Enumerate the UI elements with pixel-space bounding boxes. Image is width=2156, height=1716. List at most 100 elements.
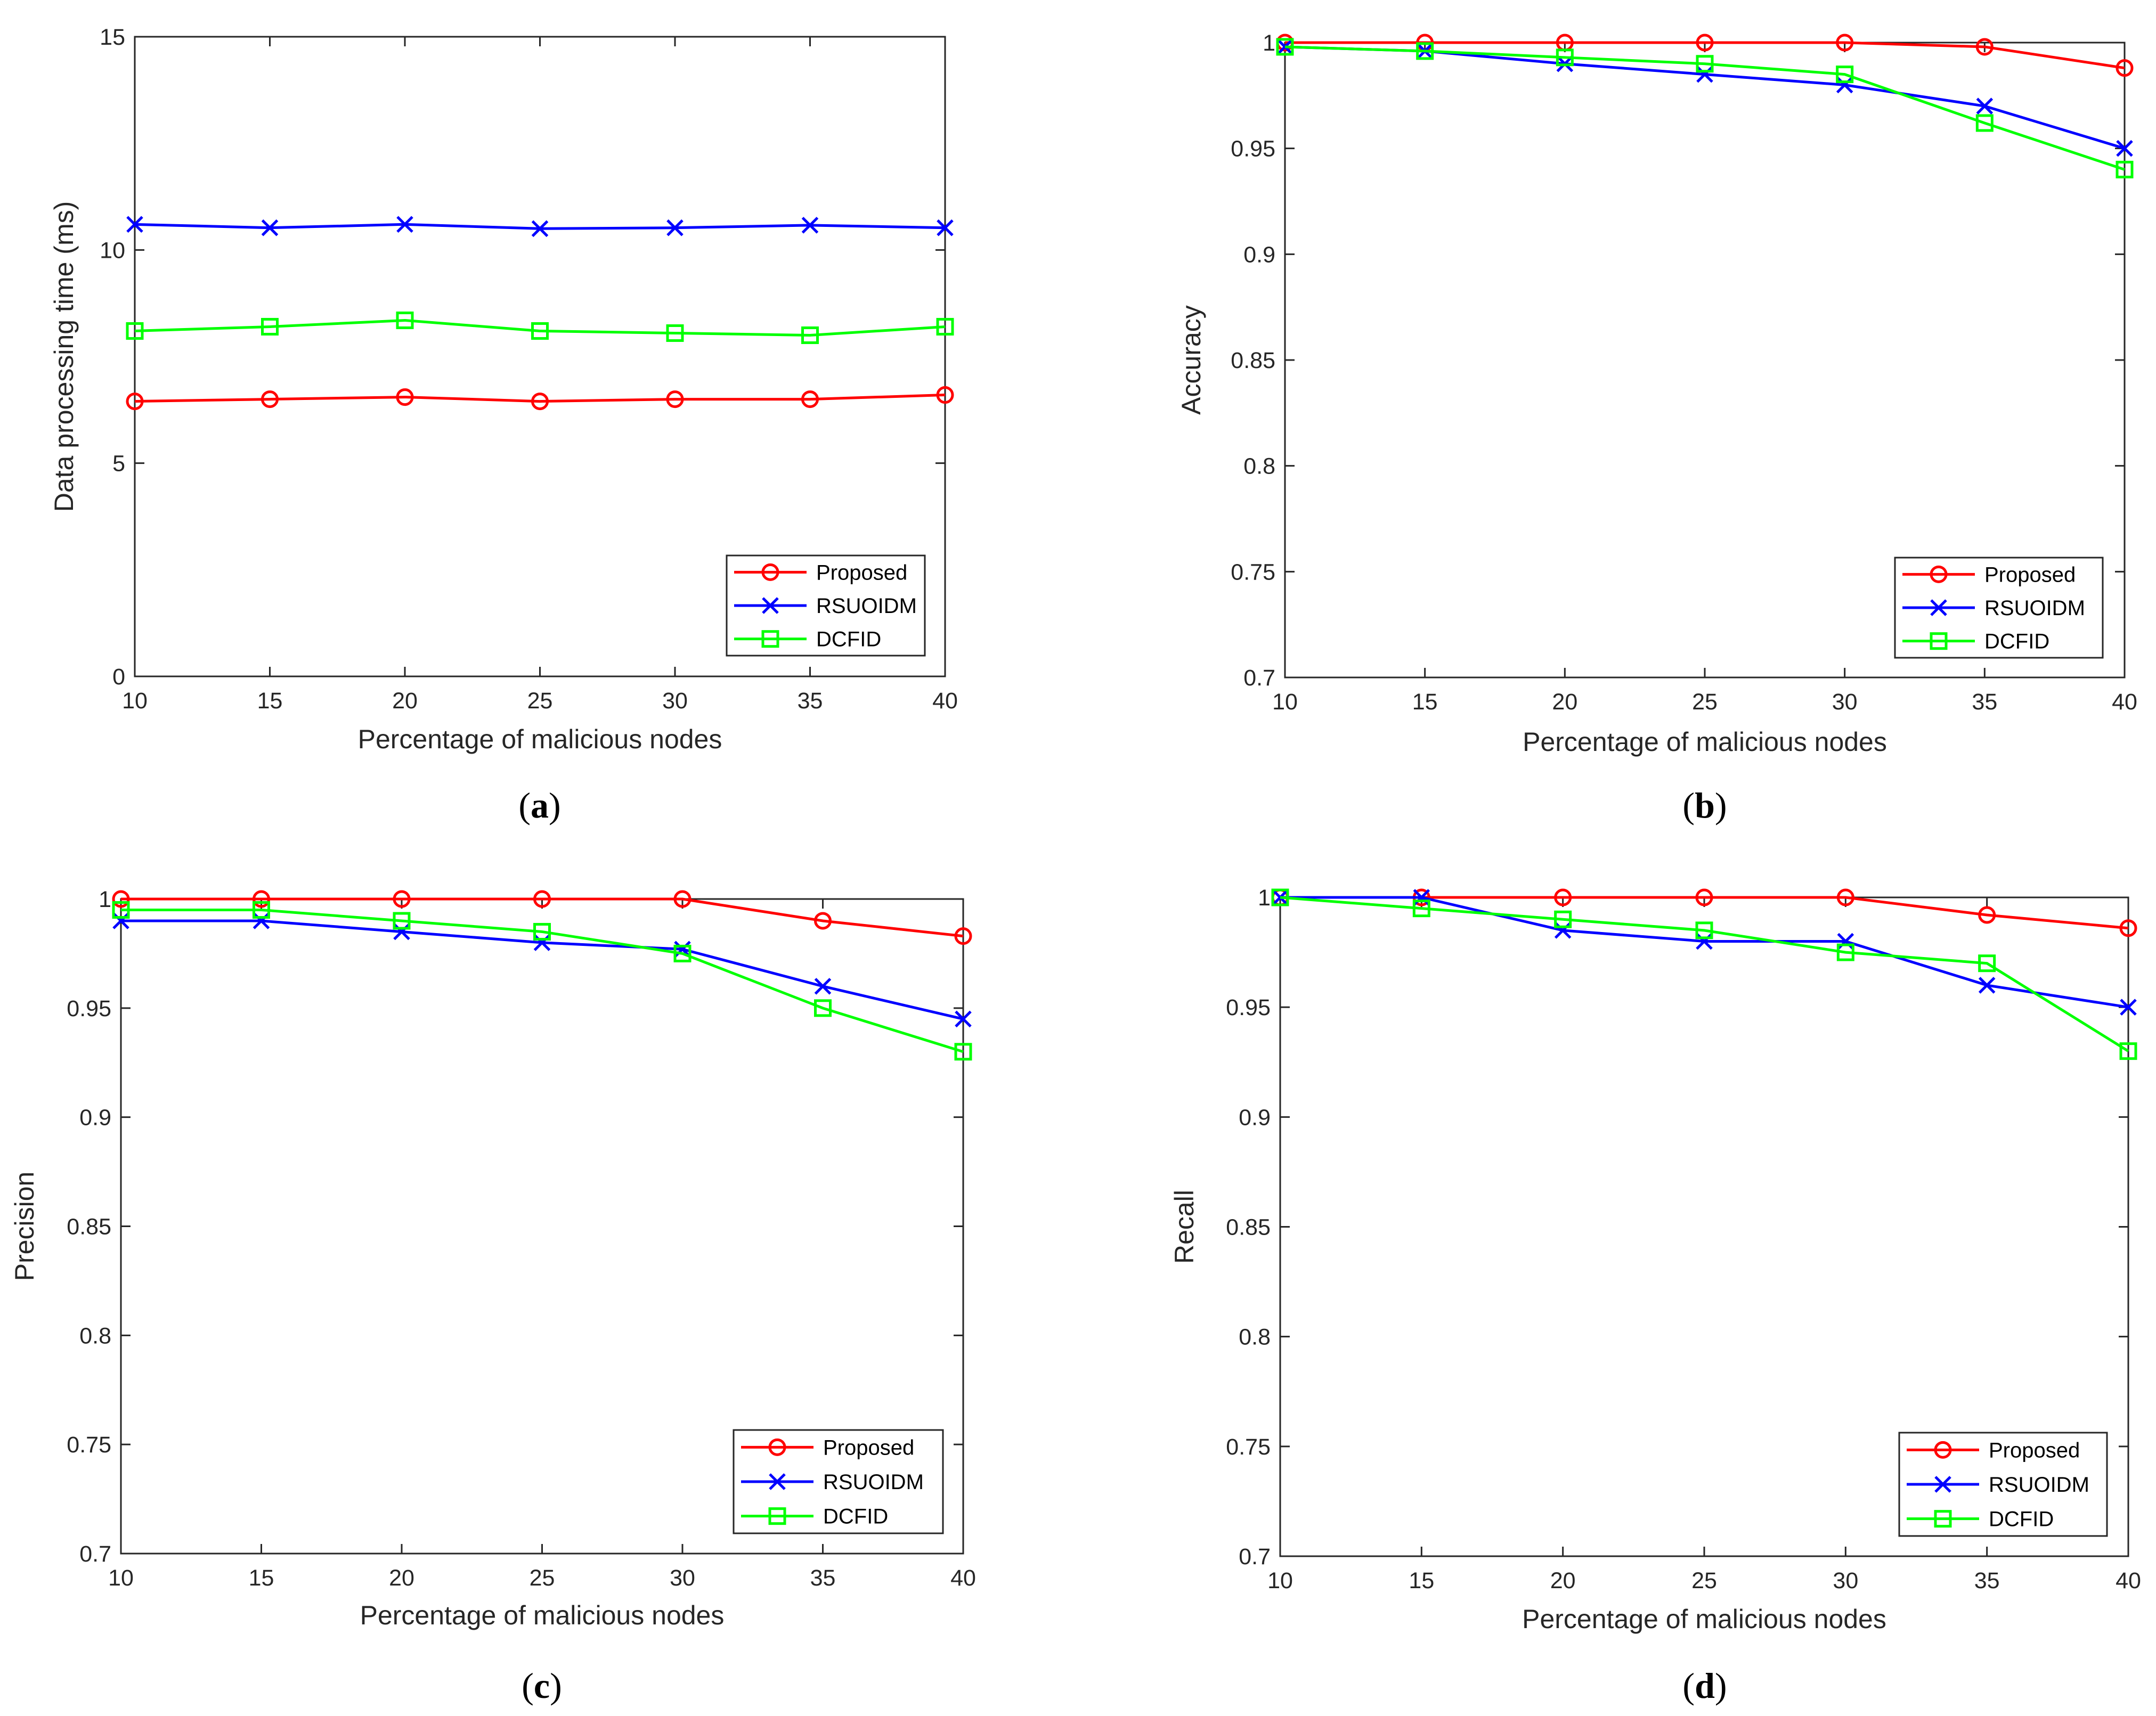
panel-c-dcfid-point [253, 901, 270, 919]
panel-d-x-tick-label: 15 [1409, 1568, 1434, 1594]
panel-b-rsuoidm-point [1976, 97, 1994, 115]
panel-a-rsuoidm-point [396, 216, 413, 233]
panel-c-y-tick-label: 0.8 [79, 1323, 111, 1349]
panel-b-dcfid-point [1975, 114, 1994, 132]
panel-c-dcfid-point [954, 1043, 972, 1061]
panel-d-x-tick-label: 40 [2116, 1568, 2141, 1594]
panel-d-x-tick-label: 20 [1550, 1568, 1576, 1594]
panel-a-x-tick-label: 25 [527, 688, 553, 714]
panel-b-rsuoidm-point [1836, 76, 1853, 94]
panel-c-legend-label-rsuoidm: RSUOIDM [823, 1470, 924, 1494]
panel-a-legend: Proposed RSUOIDM DCFID [726, 554, 926, 657]
panel-a-series-proposed [126, 386, 954, 411]
panel-c-series-dcfid [112, 901, 972, 1061]
panel-b-rsuoidm-point [2116, 140, 2133, 157]
panel-a-rsuoidm-point [531, 220, 549, 238]
panel-a-dcfid-point [126, 322, 144, 340]
panel-b-x-tick-label: 25 [1692, 689, 1718, 715]
panel-b-y-tick-label: 0.85 [1231, 348, 1275, 373]
panel-d-y-tick-label: 0.7 [1239, 1544, 1271, 1570]
panel-a-proposed-point [801, 390, 819, 408]
panel-b-legend-marker-dcfid [1930, 632, 1948, 650]
panel-b-x-tick-label: 30 [1832, 689, 1858, 715]
panel-b-legend-label-proposed: Proposed [1984, 563, 2076, 586]
panel-c-y-tick-label: 0.7 [79, 1541, 111, 1567]
panel-d-legend-marker-rsuoidm [1934, 1476, 1951, 1493]
panel-d-y-tick-label: 0.95 [1226, 995, 1271, 1020]
panel-d-rsuoidm-point [1413, 889, 1430, 906]
panel-d-x-tick-label: 25 [1691, 1568, 1717, 1594]
panel-a-x-axis-label: Percentage of malicious nodes [358, 724, 722, 754]
panel-c-proposed-point [253, 890, 270, 908]
panel-a-legend-marker-proposed [761, 563, 779, 581]
panel-b-x-tick-label: 15 [1412, 689, 1438, 715]
panel-d-rsuoidm-point [1978, 977, 1996, 994]
panel-c-y-tick-label: 0.85 [67, 1214, 111, 1240]
panel-b-caption: (b) [1682, 785, 1727, 826]
panel-a-rsuoidm-point [126, 216, 143, 233]
panel-a-y-axis-label: Data processing time (ms) [49, 201, 79, 512]
panel-d-series-rsuoidm [1272, 889, 2137, 1016]
panel-b-x-axis-label: Percentage of malicious nodes [1523, 727, 1887, 757]
panel-a-legend-label-proposed: Proposed [816, 561, 907, 584]
panel-c-rsuoidm-point [112, 912, 129, 929]
panel-c-legend-marker-dcfid [768, 1507, 786, 1525]
panel-b-dcfid-line [1284, 45, 2125, 171]
panel-b-proposed-point [1696, 34, 1714, 52]
panel-b-y-tick-label: 0.75 [1231, 559, 1275, 585]
panel-c-proposed-point [533, 890, 551, 908]
panel-a-dcfid-point [936, 317, 954, 336]
panel-d-proposed-point [1978, 906, 1996, 924]
panel-a-dcfid-line [134, 318, 946, 337]
panel-a-y-tick-label: 15 [100, 24, 125, 50]
panel-d-rsuoidm-point [1554, 922, 1572, 939]
panel-d-y-tick-label: 1 [1258, 885, 1271, 911]
panel-a-proposed-point [396, 388, 414, 406]
panel-a-legend-marker-dcfid [761, 630, 779, 648]
panel-d-caption: (d) [1682, 1665, 1727, 1706]
panel-b-y-axis-label: Accuracy [1176, 305, 1206, 415]
panel-a-legend-marker-rsuoidm [762, 597, 779, 614]
panel-c-proposed-point [954, 927, 972, 945]
panel-a-rsuoidm-point [666, 219, 684, 236]
panel-a-legend-label-dcfid: DCFID [816, 628, 881, 651]
panel-d-x-axis-label: Percentage of malicious nodes [1522, 1604, 1886, 1634]
panel-d-y-tick-label: 0.9 [1239, 1105, 1271, 1130]
panel-b-y-tick-label: 0.8 [1243, 454, 1275, 479]
panel-b-series-dcfid [1276, 38, 2134, 178]
panel-a-series-dcfid [126, 311, 954, 344]
panel-c-dcfid-point [533, 922, 551, 941]
panel-a-x-tick-label: 15 [257, 688, 283, 714]
panel-d-y-tick-label: 0.75 [1226, 1434, 1271, 1460]
panel-d-dcfid-point [1271, 888, 1289, 906]
panel-c-x-axis-label: Percentage of malicious nodes [360, 1600, 725, 1630]
panel-c-rsuoidm-point [533, 934, 551, 951]
panel-c: 10 15 20 25 30 35 40 0.7 0.75 0.8 0.85 0.9 0.95 1 Perc… [10, 887, 976, 1706]
panel-a-y-tick-label: 0 [112, 664, 125, 690]
panel-a-x-tick-label: 20 [392, 688, 418, 714]
panel-b-legend-marker-rsuoidm [1930, 599, 1947, 616]
panel-b-x-tick-label: 10 [1272, 689, 1298, 715]
panel-c-series-proposed [112, 890, 972, 945]
panel-d-legend-marker-proposed [1934, 1441, 1952, 1459]
panel-a-proposed-point [936, 386, 954, 404]
panel-a-proposed-point [531, 393, 549, 411]
panel-d-legend-label-dcfid: DCFID [1989, 1508, 2054, 1531]
panel-d-rsuoidm-point [1696, 933, 1713, 950]
panel-a-caption: (a) [518, 785, 560, 826]
panel-c-dcfid-point [112, 901, 130, 919]
panel-a-proposed-point [666, 390, 684, 408]
panel-d-dcfid-point [1978, 954, 1996, 973]
panel-c-dcfid-point [673, 944, 691, 962]
panel-d-legend-marker-dcfid [1934, 1510, 1952, 1528]
panel-a: 10 15 20 25 30 35 40 0 5 10 15 Percentage of malici… [49, 24, 958, 826]
panel-a-dcfid-point [261, 317, 279, 336]
panel-a-legend-label-rsuoidm: RSUOIDM [816, 594, 917, 618]
panel-b-legend-marker-proposed [1930, 565, 1948, 583]
panel-b-y-tick-label: 1 [1263, 30, 1275, 56]
panel-c-legend: Proposed RSUOIDM DCFID [733, 1429, 944, 1534]
panel-a-x-tick-label: 10 [122, 688, 148, 714]
panel-c-x-tick-label: 30 [670, 1565, 695, 1591]
panel-b-y-tick-label: 0.7 [1243, 665, 1275, 691]
panel-c-dcfid-point [814, 999, 832, 1017]
